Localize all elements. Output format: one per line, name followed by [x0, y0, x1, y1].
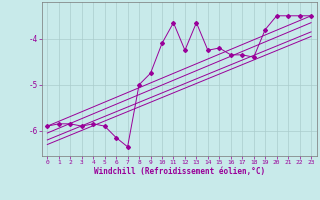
X-axis label: Windchill (Refroidissement éolien,°C): Windchill (Refroidissement éolien,°C)	[94, 167, 265, 176]
